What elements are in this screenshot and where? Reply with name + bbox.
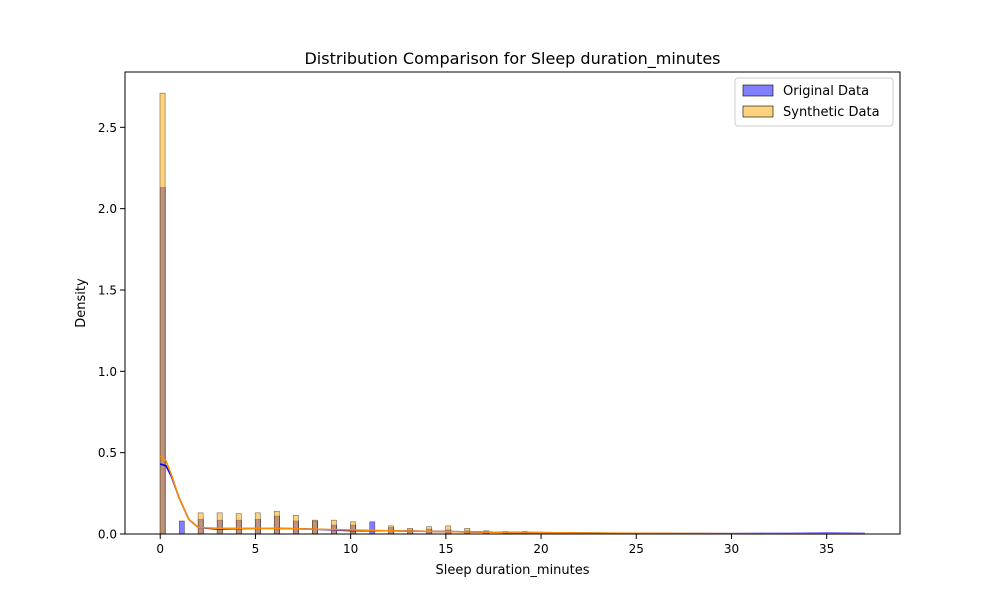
bar-synthetic-6 [292,514,299,535]
bar-synthetic-1 [197,512,204,535]
x-tick-label: 10 [343,542,358,556]
legend-label-original: Original Data [783,84,869,99]
y-tick-label: 2.0 [98,202,117,216]
bar-synthetic-12 [426,526,432,535]
y-tick-label: 2.5 [98,121,117,135]
x-tick-label: 5 [252,542,260,556]
legend-swatch-original [742,84,774,97]
bar-synthetic-4 [254,512,261,535]
x-axis-label: Sleep duration_minutes [435,563,589,578]
legend: Original Data Synthetic Data [734,77,894,127]
bar-synthetic-2 [216,512,223,535]
x-tick-label: 15 [438,542,453,556]
y-tick-label: 1.0 [98,365,117,379]
legend-label-synthetic: Synthetic Data [783,105,880,120]
bar-synthetic-3 [235,513,242,535]
bar-synthetic-10 [388,525,394,535]
y-axis-ticks: 0.0 0.5 1.0 1.5 2.0 2.5 [98,121,125,542]
x-tick-label: 30 [724,542,739,556]
bar-synthetic-8 [331,519,337,535]
bar-synthetic-5 [273,510,280,535]
bar-synthetic-13 [445,525,452,535]
x-tick-label: 35 [819,542,834,556]
bar-synthetic-0 [159,92,166,535]
y-tick-label: 1.5 [98,283,117,297]
bar-original-1 [178,520,185,535]
x-tick-label: 0 [156,542,164,556]
legend-box [734,77,894,127]
x-tick-label: 20 [533,542,548,556]
plot-frame [124,71,901,535]
bar-synthetic-7 [311,519,318,535]
x-axis-ticks: 0 5 10 15 20 25 30 35 [156,534,834,556]
bar-original-11 [369,521,376,535]
x-tick-label: 25 [629,542,644,556]
y-tick-label: 0.5 [98,446,117,460]
chart-title: Distribution Comparison for Sleep durati… [304,49,720,69]
y-axis-label: Density [74,278,89,328]
bar-synthetic-9 [350,521,356,535]
legend-swatch-synthetic [742,105,774,118]
y-tick-label: 0.0 [98,528,117,542]
